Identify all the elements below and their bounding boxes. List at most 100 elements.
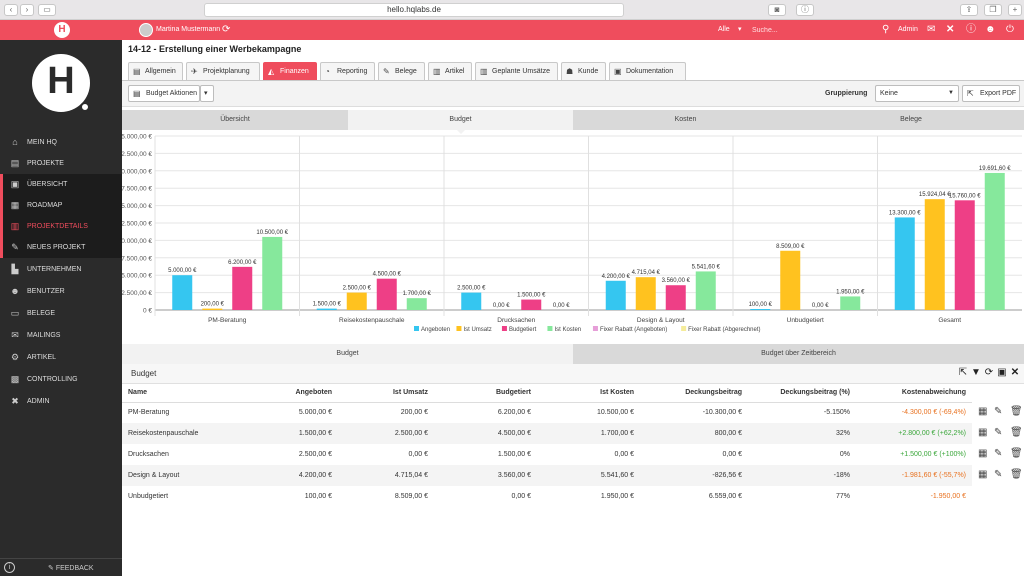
sidebar-item-mailings[interactable]: ✉ MAILINGS: [0, 325, 122, 346]
trash-icon[interactable]: 🗑: [1010, 427, 1023, 438]
filter-icon[interactable]: ▼: [971, 367, 981, 378]
new-tab-icon[interactable]: +: [1008, 4, 1022, 16]
trash-icon[interactable]: 🗑: [1010, 448, 1023, 459]
column-header[interactable]: Ist Kosten: [537, 384, 640, 403]
y-tick-label: 25.000,00 €: [122, 134, 152, 141]
table-row[interactable]: Design & Layout 4.200,00 € 4.715,04 € 3.…: [122, 465, 972, 486]
user-settings-icon[interactable]: ☻: [985, 24, 996, 35]
data-label: 10.500,00 €: [256, 230, 288, 236]
export-pdf-button[interactable]: ⇱ Export PDF: [962, 85, 1020, 102]
sidebar-item-artikel[interactable]: ⚙ ARTIKEL: [0, 347, 122, 368]
grouping-select[interactable]: Keine ▼: [875, 85, 959, 102]
cell-deckungsbeitrag-pct: 0%: [839, 451, 850, 458]
hq-logo[interactable]: H: [32, 54, 90, 112]
sidebar-item-uebersicht[interactable]: ▣ ÜBERSICHT: [0, 174, 122, 195]
avatar[interactable]: [139, 23, 153, 37]
chevron-down-icon[interactable]: ▾: [738, 26, 742, 33]
data-label: 0,00 €: [812, 303, 829, 309]
table-row[interactable]: Unbudgetiert 100,00 € 8.509,00 € 0,00 € …: [122, 486, 972, 507]
tab-finanzen[interactable]: ◭ Finanzen: [263, 62, 317, 80]
sidebar-item-controlling[interactable]: ▩ CONTROLLING: [0, 369, 122, 390]
column-header[interactable]: Angeboten: [242, 384, 338, 403]
sidebar-toggle-icon[interactable]: ▭: [38, 4, 56, 16]
table-row[interactable]: Reisekostenpauschale 1.500,00 € 2.500,00…: [122, 423, 972, 444]
tab-dokumentation[interactable]: ▣ Dokumentation: [609, 62, 686, 80]
tab-belege[interactable]: ✎ Belege: [378, 62, 425, 80]
bar-angeboten: [894, 217, 915, 310]
mail-icon[interactable]: ✉: [927, 24, 936, 35]
search-input[interactable]: [752, 23, 876, 37]
refresh-icon[interactable]: ⟳: [984, 367, 994, 378]
pencil-icon[interactable]: ✎: [994, 406, 1003, 417]
calendar-icon[interactable]: ▦: [978, 406, 988, 417]
pencil-icon[interactable]: ✎: [994, 469, 1003, 480]
column-header[interactable]: Deckungsbeitrag (%): [748, 384, 856, 403]
reader-icon[interactable]: ⓘ: [796, 4, 814, 16]
table-row[interactable]: Drucksachen 2.500,00 € 0,00 € 1.500,00 €…: [122, 444, 972, 465]
admin-label[interactable]: Admin: [898, 26, 918, 33]
trash-icon[interactable]: 🗑: [1010, 406, 1023, 417]
calendar-icon[interactable]: ▦: [978, 427, 988, 438]
save-icon[interactable]: ▣: [997, 367, 1007, 378]
column-header[interactable]: Budgetiert: [434, 384, 537, 403]
search-scope[interactable]: Alle: [718, 26, 730, 33]
back-icon[interactable]: ‹: [4, 4, 18, 16]
legend-label: Fixer Rabatt (Angeboten): [600, 327, 667, 333]
cell-budgetiert: 1.500,00 €: [497, 451, 531, 458]
user-name[interactable]: Martina Mustermann: [156, 26, 221, 33]
pencil-icon[interactable]: ✎: [994, 427, 1003, 438]
sidebar-item-benutzer[interactable]: ☻ BENUTZER: [0, 281, 122, 302]
search-icon[interactable]: ⚲: [882, 24, 890, 35]
hq-logo-small[interactable]: H: [54, 22, 70, 38]
pencil-icon[interactable]: ✎: [994, 448, 1003, 459]
info-icon[interactable]: i: [4, 562, 15, 573]
sidebar-footer: i ✎ FEEDBACK: [0, 558, 122, 576]
pocket-icon[interactable]: ◙: [768, 4, 786, 16]
sidebar-item-neues-projekt[interactable]: ✎ NEUES PROJEKT: [0, 237, 122, 258]
new-project-icon: ✎: [11, 242, 19, 252]
close-icon[interactable]: ✕: [1010, 367, 1020, 378]
feedback-link[interactable]: ✎ FEEDBACK: [48, 565, 94, 572]
sidebar-item-projektdetails[interactable]: ▥ PROJEKTDETAILS: [0, 216, 122, 237]
x-tick-label: Drucksachen: [497, 317, 535, 324]
forward-icon[interactable]: ›: [20, 4, 34, 16]
tab-reporting[interactable]: ◔ Reporting: [320, 62, 375, 80]
info-icon[interactable]: ⓘ: [966, 24, 976, 35]
tab-artikel[interactable]: ▥ Artikel: [428, 62, 472, 80]
calendar-icon[interactable]: ▦: [978, 469, 988, 480]
column-header[interactable]: Deckungsbeitrag: [640, 384, 748, 403]
subtab-kosten[interactable]: Kosten: [573, 110, 798, 130]
budget-actions-button[interactable]: ▤ Budget Aktionen: [128, 85, 200, 102]
subtab-belege[interactable]: Belege: [798, 110, 1024, 130]
sidebar-item-roadmap[interactable]: ▦ ROADMAP: [0, 195, 122, 216]
column-header[interactable]: Kostenabweichung: [856, 384, 972, 403]
sidebar-item-mein-hq[interactable]: ⌂ MEIN HQ: [0, 132, 122, 153]
tab-projektplanung[interactable]: ✈ Projektplanung: [186, 62, 260, 80]
legend-label: Angeboten: [421, 327, 450, 333]
grouping-label: Gruppierung: [825, 90, 868, 97]
tab-allgemein[interactable]: ▤ Allgemein: [128, 62, 183, 80]
export-icon[interactable]: ⇱: [958, 367, 968, 378]
subtab-uebersicht[interactable]: Übersicht: [122, 110, 348, 130]
tab-geplante-umsaetze[interactable]: ▥ Geplante Umsätze: [475, 62, 558, 80]
table-row[interactable]: PM-Beratung 5.000,00 € 200,00 € 6.200,00…: [122, 402, 972, 423]
tab-kunde[interactable]: ☗ Kunde: [561, 62, 606, 80]
sidebar-item-admin[interactable]: ✖ ADMIN: [0, 391, 122, 412]
refresh-icon[interactable]: ⟳: [222, 24, 231, 35]
column-header[interactable]: Name: [122, 384, 242, 403]
budget-actions-dropdown[interactable]: ▾: [200, 85, 214, 102]
column-header[interactable]: Ist Umsatz: [338, 384, 434, 403]
sidebar-item-unternehmen[interactable]: ▙ UNTERNEHMEN: [0, 259, 122, 280]
url-bar[interactable]: hello.hqlabs.de: [204, 3, 624, 17]
sidebar-item-belege[interactable]: ▭ BELEGE: [0, 303, 122, 324]
share-icon[interactable]: ⇪: [960, 4, 978, 16]
calendar-icon[interactable]: ▦: [978, 448, 988, 459]
subtab-budget[interactable]: Budget: [348, 110, 573, 134]
power-icon[interactable]: ⏻: [1006, 24, 1014, 35]
trash-icon[interactable]: 🗑: [1010, 469, 1023, 480]
subtab-budget-table[interactable]: Budget: [122, 344, 573, 368]
subtab-budget-zeitbereich[interactable]: Budget über Zeitbereich: [573, 344, 1024, 364]
tabs-icon[interactable]: ❐: [984, 4, 1002, 16]
close-icon[interactable]: ✕: [946, 24, 955, 35]
sidebar-item-projekte[interactable]: ▤ PROJEKTE: [0, 153, 122, 174]
